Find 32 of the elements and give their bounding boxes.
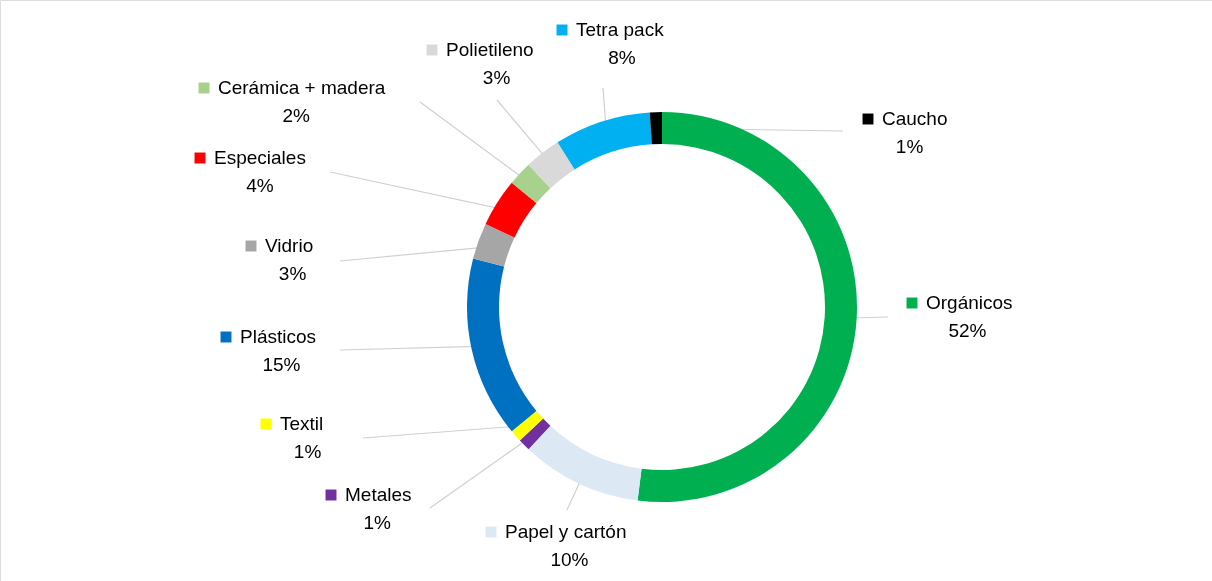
data-label: 1% <box>293 441 322 462</box>
donut-slice <box>528 425 642 501</box>
legend-label: Plásticos <box>240 326 317 347</box>
data-label: 3% <box>278 263 307 284</box>
legend-label: Papel y cartón <box>505 521 627 542</box>
donut-slice <box>473 223 515 267</box>
donut-slice <box>649 112 662 145</box>
data-label: 3% <box>482 67 511 88</box>
legend-label: Caucho <box>882 108 948 129</box>
legend-label: Vidrio <box>265 235 314 256</box>
data-label: 52% <box>948 320 987 341</box>
legend-label: Textil <box>280 413 324 434</box>
donut-slice <box>511 164 551 204</box>
data-label: 1% <box>363 512 392 533</box>
donut-slice <box>485 182 537 238</box>
data-label: 1% <box>895 136 924 157</box>
legend-label: Orgánicos <box>926 292 1013 313</box>
legend-label: Cerámica + madera <box>218 77 386 98</box>
donut-slice <box>519 418 551 450</box>
data-label: 10% <box>550 549 589 570</box>
donut-slice <box>511 410 544 441</box>
data-label: 8% <box>608 47 636 68</box>
data-label: 2% <box>282 105 311 126</box>
donut-slice <box>467 258 537 432</box>
donut-slice <box>557 112 652 170</box>
data-label: 15% <box>262 354 301 375</box>
legend-label: Metales <box>345 484 412 505</box>
legend-label: Polietileno <box>446 39 534 60</box>
data-label: 4% <box>246 175 274 196</box>
legend-label: Tetra pack <box>576 19 665 40</box>
legend-label: Especiales <box>214 147 306 168</box>
donut-slice <box>637 112 857 502</box>
